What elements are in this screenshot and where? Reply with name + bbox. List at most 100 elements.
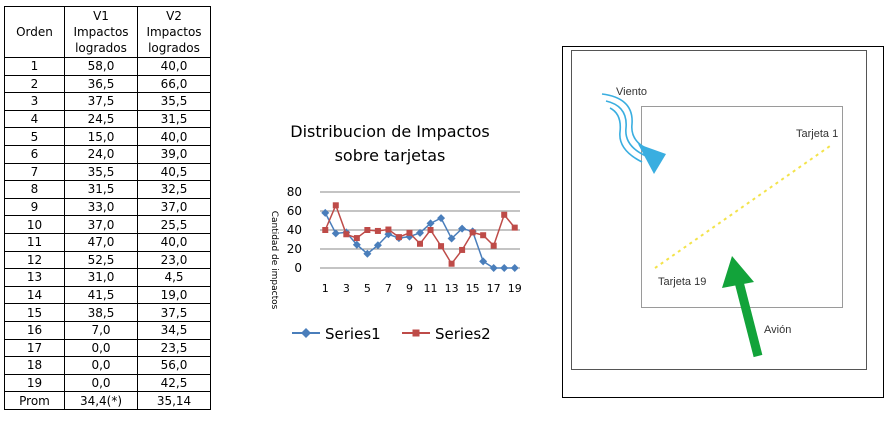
table-row: 9 33,0 37,0 [4,197,211,217]
cell-orden: 10 [4,215,65,234]
series-1-point [363,249,372,258]
series-1-point [479,257,488,266]
series-2-point [385,226,392,233]
series-1-point [510,264,519,272]
table-row: 7 35,5 40,5 [4,162,211,182]
card-19-label: Tarjeta 19 [658,276,707,288]
series-2-point [353,235,360,242]
legend-2-label: Series2 [435,325,491,343]
card-1-label: Tarjeta 1 [796,128,839,140]
table-row: 17 0,0 23,5 [4,338,211,358]
x-tick-label: 7 [385,282,392,295]
cell-v1: 0,0 [64,373,138,393]
series-1-point [500,264,509,272]
cell-v1: 41,5 [64,285,138,305]
series-2-point [490,242,497,249]
table-row: 10 37,0 25,5 [4,215,211,234]
cell-orden: 19 [4,373,65,393]
cell-v1: 35,5 [64,162,138,182]
series-1-point [437,214,446,223]
cell-orden: 5 [4,127,65,146]
table-row: 19 0,0 42,5 [4,373,211,393]
cell-orden: 8 [4,180,65,199]
table-row: 1 58,0 40,0 [4,57,211,76]
cell-v1: 0,0 [64,356,138,375]
series-1-point [321,208,330,217]
table-row: 14 41,5 19,0 [4,285,211,305]
cell-v1: 37,5 [64,92,138,111]
cell-v2: 25,5 [137,215,211,234]
legend-1-label: Series1 [325,325,381,343]
cell-v1: 7,0 [64,320,138,340]
table-row: 4 24,5 31,5 [4,109,211,129]
header-v2: V2 Impactos logrados [137,6,211,58]
y-tick-label: 60 [287,204,302,218]
table-row: 16 7,0 34,5 [4,320,211,340]
series-2-point [343,231,350,238]
series-1-point [331,229,340,238]
cell-v1: 37,0 [64,215,138,234]
x-tick-label: 1 [322,282,329,295]
chart-title: Distribucion de Impactos sobre tarjetas [270,120,510,168]
cell-orden: 9 [4,197,65,217]
cell-v2: 32,5 [137,180,211,199]
header-v1: V1 Impactos logrados [64,6,138,58]
cell-v1: 38,5 [64,303,138,322]
cell-v2: 40,0 [137,232,211,252]
table-row: 3 37,5 35,5 [4,92,211,111]
flight-diagram: Viento Tarjeta 1 Tarjeta 19 Avión [562,46,884,398]
table-row: 12 52,5 23,0 [4,250,211,270]
y-tick-label: 20 [287,242,302,256]
cell-orden: 14 [4,285,65,305]
x-tick-label: 3 [343,282,350,295]
cell-v2: 23,0 [137,250,211,270]
cell-v2: 40,5 [137,162,211,182]
x-tick-label: 5 [364,282,371,295]
cell-v2: 56,0 [137,356,211,375]
y-tick-label: 80 [287,185,302,199]
diagram-outer-frame [562,46,884,398]
series-1-point [426,219,435,228]
y-tick-label: 40 [287,223,302,237]
cell-v2: 42,5 [137,373,211,393]
cell-orden: 7 [4,162,65,182]
series-2-point [480,232,487,239]
plane-arrow-icon [722,256,763,358]
x-tick-label: 17 [487,282,501,295]
cell-v2: 37,0 [137,197,211,217]
cell-orden: 1 [4,57,65,76]
chart-title-line-2: sobre tarjetas [334,146,446,165]
cell-orden: 13 [4,268,65,287]
cell-orden: 2 [4,74,65,94]
cell-orden: 12 [4,250,65,270]
cell-v1: 24,5 [64,109,138,129]
series-1-point [458,224,467,233]
cell-orden: 15 [4,303,65,322]
series-1-point [373,241,382,250]
wind-arrow-icon [601,93,666,174]
cell-orden: 11 [4,232,65,252]
series-2-point [511,224,518,231]
table-row: 5 15,0 40,0 [4,127,211,146]
series-2-point [332,202,339,209]
cell-orden: 4 [4,109,65,129]
series-2-point [438,243,445,250]
cell-v1: 31,0 [64,268,138,287]
cell-v1: 58,0 [64,57,138,76]
y-tick-label: 0 [294,261,302,275]
cell-v1: 36,5 [64,74,138,94]
wind-label: Viento [616,86,647,98]
series-1-line [324,212,515,269]
cell-v2: 34,5 [137,320,211,340]
series-2-point [417,240,423,247]
series-1-point [352,240,361,249]
cell-v1: 24,0 [64,144,138,164]
cell-v2: 35,14 [137,391,211,410]
table-row: 15 38,5 37,5 [4,303,211,322]
legend-2-marker [412,329,420,337]
series-2-point [501,211,508,218]
series-1-point [447,234,456,243]
cell-orden: 18 [4,356,65,375]
series-2-point [322,227,329,233]
